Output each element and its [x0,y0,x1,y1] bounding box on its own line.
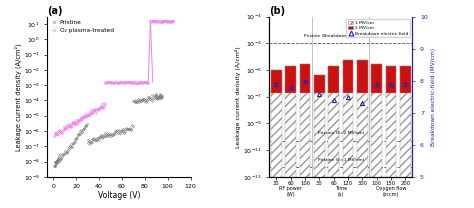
Y-axis label: Leakage current density (A/cm²): Leakage current density (A/cm²) [236,46,241,148]
Text: Pristine (Breakdown electric-field): Pristine (Breakdown electric-field) [304,34,378,38]
Bar [285,66,296,190]
Bar [357,60,368,93]
O₂ plasma-treated [171,20,176,22]
O₂ plasma-treated [163,20,169,23]
Bar [400,66,410,190]
O₂ plasma-treated [154,20,160,22]
Text: Time
(s): Time (s) [335,186,347,197]
O₂ plasma-treated [148,20,154,23]
Text: (b): (b) [269,6,285,16]
Bar [385,66,396,190]
O₂ plasma-treated [152,20,158,23]
O₂ plasma-treated [161,20,167,22]
O₂ plasma-treated [164,19,170,22]
Bar [271,70,282,190]
Pristine [99,137,105,140]
O₂ plasma-treated [147,20,153,22]
O₂ plasma-treated [156,20,162,23]
O₂ plasma-treated [156,20,162,22]
O₂ plasma-treated [169,19,174,22]
Text: (a): (a) [47,6,63,16]
Y-axis label: Breakdown electric-field (MV/cm): Breakdown electric-field (MV/cm) [430,48,436,146]
O₂ plasma-treated [159,21,165,23]
Legend: Pristine, O₂ plasma-treated: Pristine, O₂ plasma-treated [50,20,114,34]
O₂ plasma-treated [152,20,157,23]
Text: Pristine (E=1 MV/cm): Pristine (E=1 MV/cm) [318,158,364,162]
X-axis label: Voltage (V): Voltage (V) [98,191,140,200]
Pristine [157,93,163,95]
Bar [314,75,325,93]
Bar [271,70,282,93]
O₂ plasma-treated [168,19,173,22]
Text: Oxygen flow
(sccm): Oxygen flow (sccm) [376,186,406,197]
Bar [400,66,410,93]
O₂ plasma-treated [166,20,172,23]
O₂ plasma-treated [157,20,163,23]
O₂ plasma-treated [166,20,172,22]
O₂ plasma-treated [162,20,167,22]
Text: RF power
(W): RF power (W) [279,186,302,197]
Bar [300,64,310,190]
Text: Pristine (E=2 MV/cm): Pristine (E=2 MV/cm) [318,131,364,135]
Line: O₂ plasma-treated: O₂ plasma-treated [150,20,174,23]
Bar [371,64,382,93]
O₂ plasma-treated [150,20,155,22]
O₂ plasma-treated [155,20,160,22]
Line: Pristine: Pristine [54,93,163,167]
O₂ plasma-treated [149,20,155,22]
Bar [328,66,339,190]
O₂ plasma-treated [157,21,163,23]
O₂ plasma-treated [153,20,159,22]
O₂ plasma-treated [164,20,170,23]
Bar [285,66,296,93]
O₂ plasma-treated [161,20,166,22]
O₂ plasma-treated [168,20,174,22]
O₂ plasma-treated [165,20,171,22]
Pristine [72,141,77,143]
Bar [328,66,339,93]
O₂ plasma-treated [162,20,168,23]
Bar [385,66,396,93]
O₂ plasma-treated [155,20,161,23]
Pristine [159,95,165,98]
O₂ plasma-treated [167,20,173,23]
O₂ plasma-treated [170,20,175,23]
Y-axis label: Leakage current density (A/cm²): Leakage current density (A/cm²) [15,43,22,151]
Bar [314,75,325,190]
O₂ plasma-treated [159,20,164,22]
Legend: 1 MV/cm, 2 MV/cm, Breakdown electric-field: 1 MV/cm, 2 MV/cm, Breakdown electric-fie… [346,19,410,37]
O₂ plasma-treated [154,20,159,22]
Bar [300,64,310,93]
Pristine [56,160,62,162]
O₂ plasma-treated [151,20,156,22]
O₂ plasma-treated [158,20,164,22]
O₂ plasma-treated [164,20,169,22]
O₂ plasma-treated [149,20,155,22]
Bar [343,60,353,190]
O₂ plasma-treated [151,20,157,23]
Bar [357,60,368,190]
O₂ plasma-treated [169,21,175,23]
O₂ plasma-treated [160,20,165,23]
Bar [343,60,353,93]
Pristine [105,133,111,135]
Pristine [80,128,86,131]
Bar [371,64,382,190]
Pristine [51,165,57,168]
Pristine [78,129,84,131]
